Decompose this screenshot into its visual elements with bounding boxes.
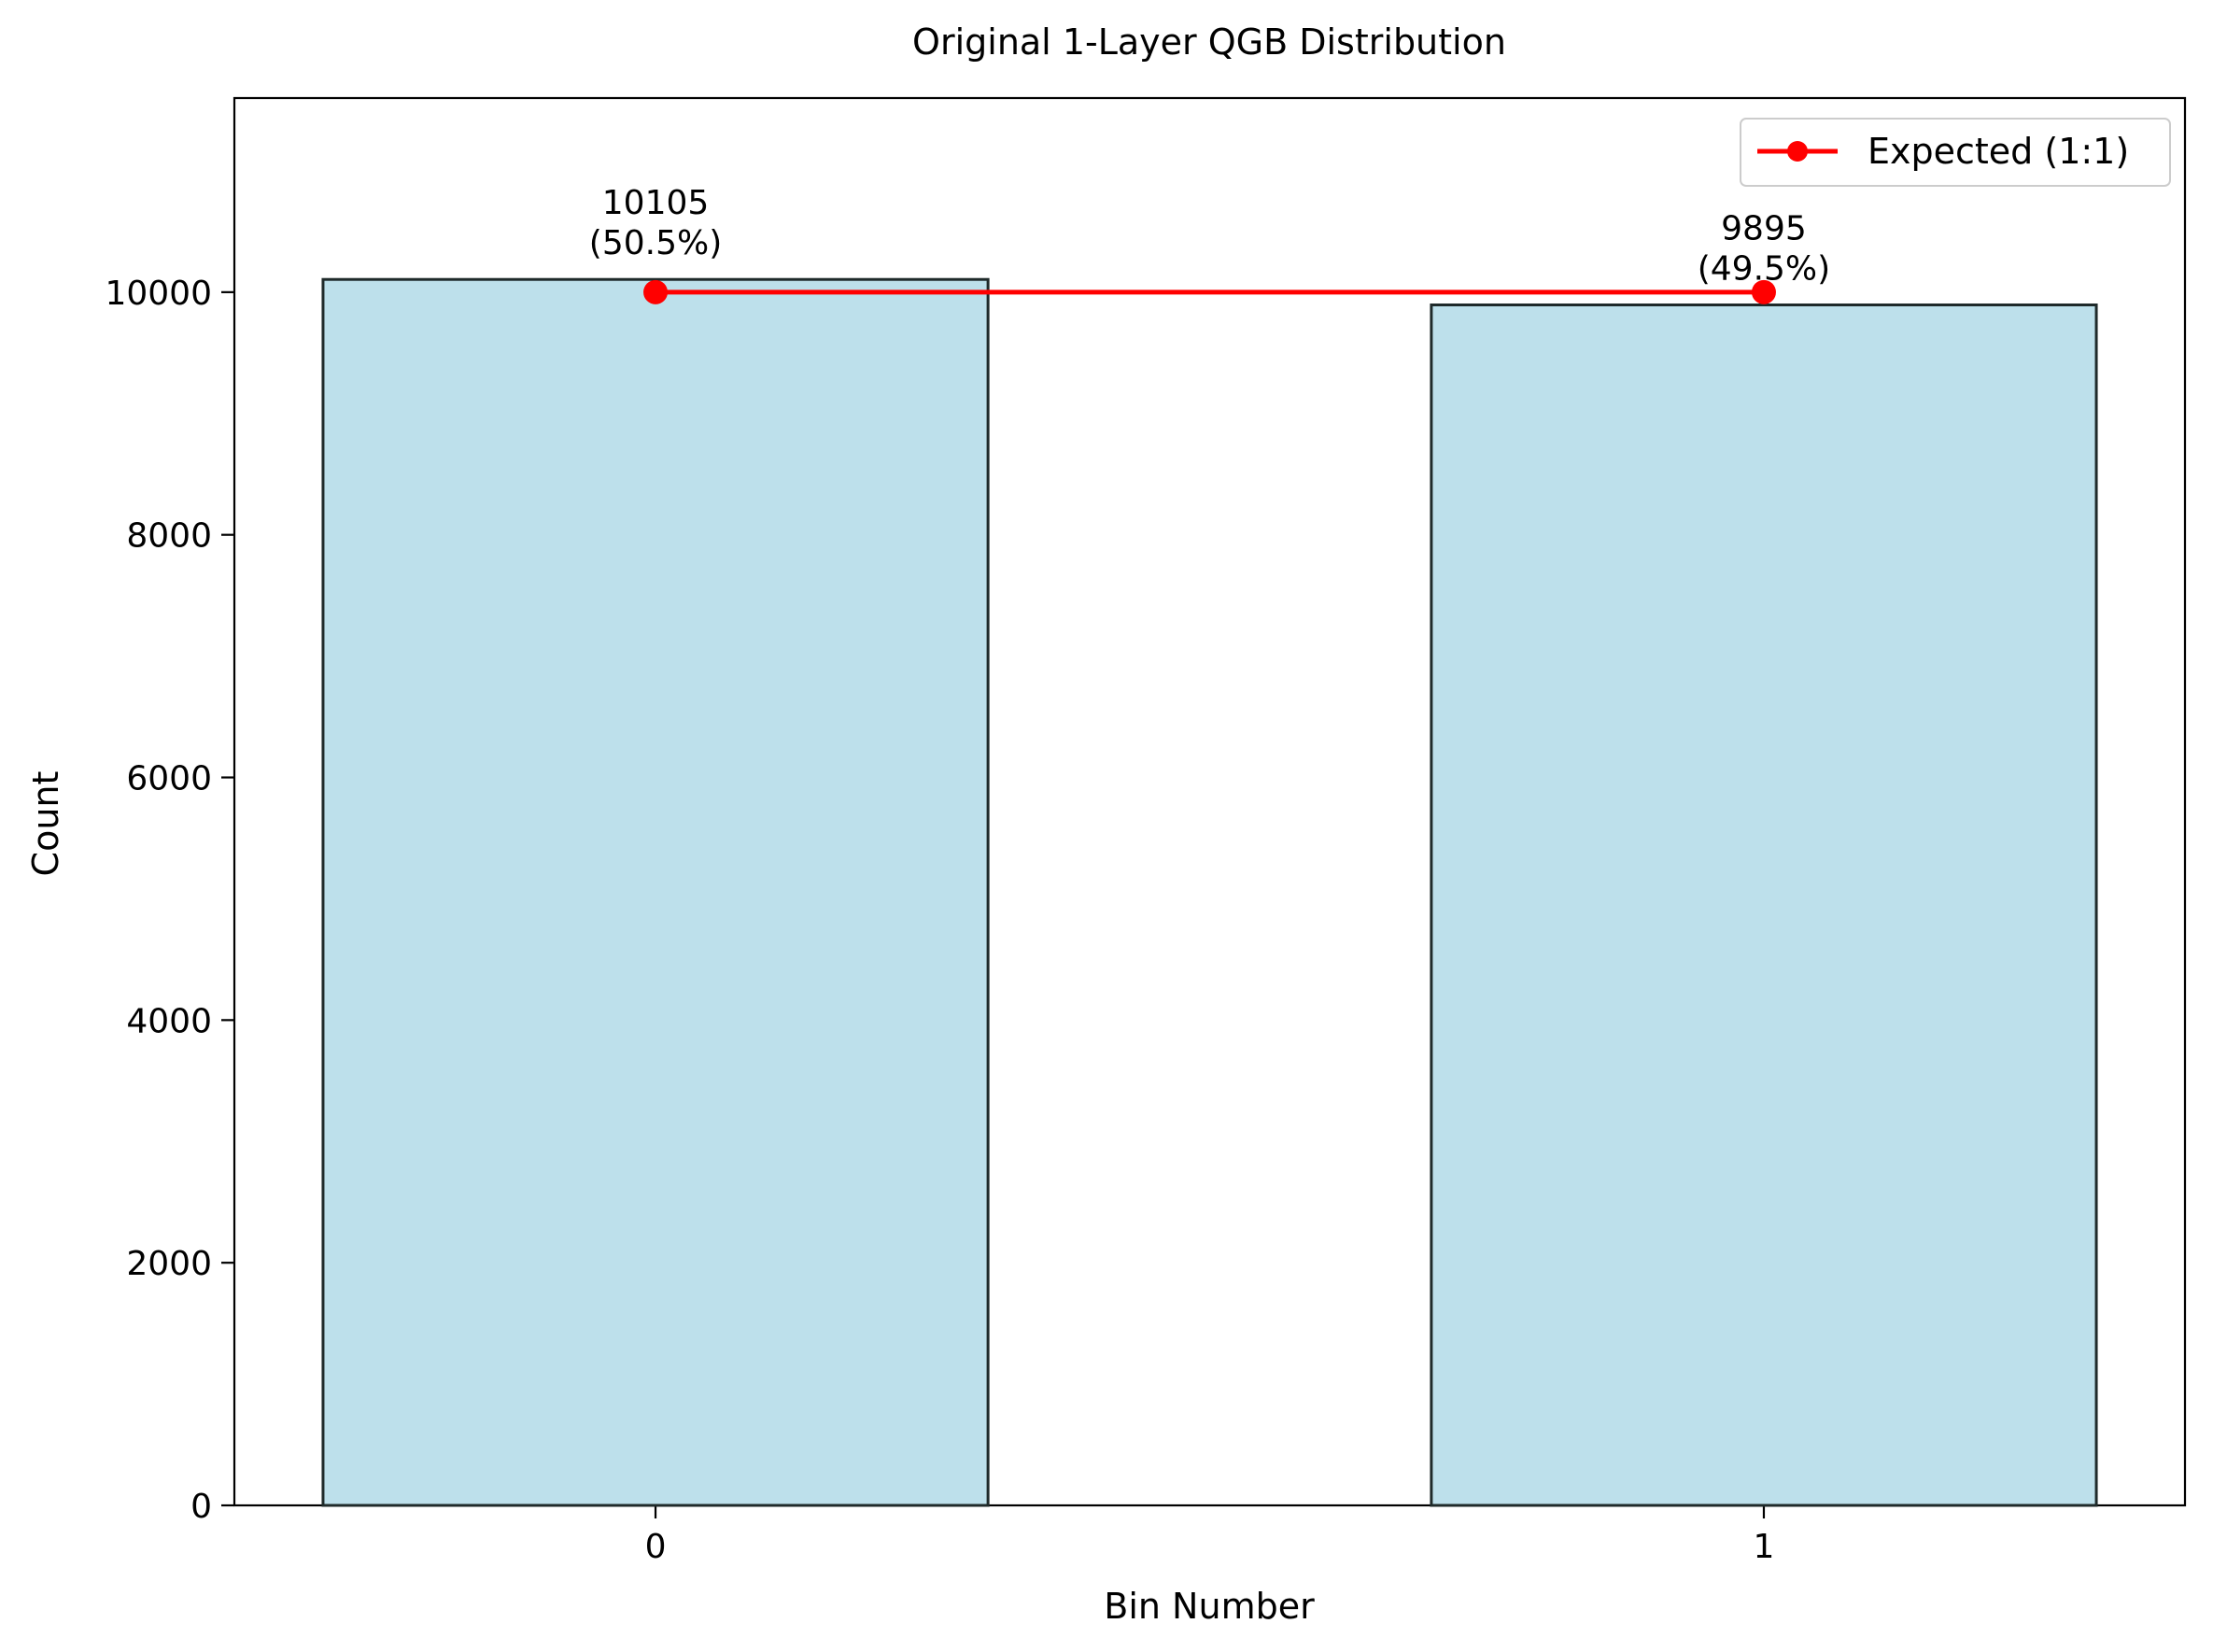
legend-box [1740,118,2171,187]
y-tick-label: 4000 [126,1002,212,1040]
chart-title: Original 1-Layer QGB Distribution [912,21,1506,63]
expected-point [1751,279,1776,304]
legend: Expected (1:1) [1740,118,2171,187]
bar-series [321,277,2098,1507]
bar-percent-label: (50.5%) [589,224,722,262]
x-axis-label: Bin Number [1104,1586,1315,1627]
x-tick-label: 1 [1754,1528,1775,1566]
y-tick-label: 8000 [126,517,212,556]
bar [321,277,990,1507]
bar-data-labels: 10105(50.5%) 9895(49.5%) [589,184,1830,288]
bar-value-label: 10105 [602,184,710,222]
y-tick-label: 10000 [105,275,212,313]
legend-label-expected: Expected (1:1) [1868,131,2129,172]
plot-area-frame [233,96,2187,1507]
bar-percent-label: (49.5%) [1698,250,1830,289]
y-axis-label: Count [25,771,66,877]
legend-marker-swatch [1787,141,1808,162]
expected-point [643,279,669,304]
expected-line-series [643,279,1776,304]
y-axis-ticks: 0 2000 4000 6000 8000 10000 [105,275,234,1526]
bar [1430,304,2098,1507]
y-tick-label: 2000 [126,1245,212,1283]
y-tick-label: 0 [190,1488,212,1526]
y-tick-label: 6000 [126,760,212,798]
x-tick-label: 0 [645,1528,667,1566]
bar-value-label: 9895 [1721,210,1807,248]
